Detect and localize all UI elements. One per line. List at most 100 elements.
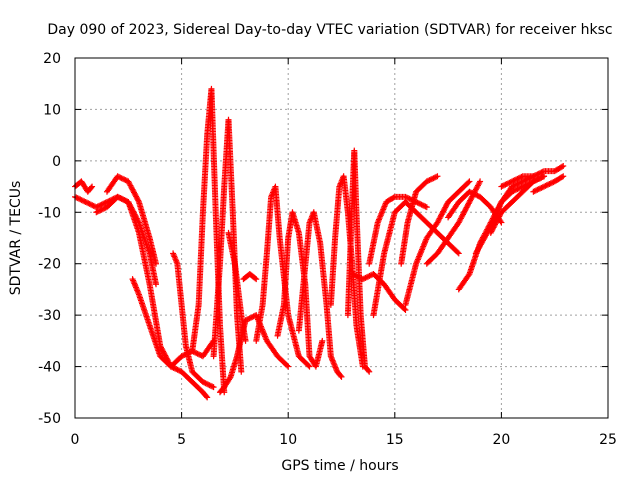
data-point [531,172,538,179]
data-point [99,206,106,213]
data-point [103,199,110,205]
data-point [206,382,213,389]
data-point [498,183,505,190]
data-point [466,188,473,195]
data-point [533,172,540,178]
data-point [433,173,440,180]
data-point [538,169,545,176]
data-point [513,181,520,188]
data-point [454,249,461,256]
data-point [118,195,125,202]
data-point [135,197,142,204]
data-point [89,202,96,209]
series-arc-21 [402,178,473,308]
data-point [94,203,101,210]
data-point [203,380,210,387]
series-arc-9 [216,312,292,396]
data-point [547,180,554,187]
data-point [455,250,462,257]
plot-frame [74,57,609,419]
data-point [366,368,373,375]
data-points [72,85,567,401]
x-tick-label: 20 [492,432,510,448]
data-point [319,337,326,344]
data-point [418,201,425,208]
data-point [78,197,85,204]
data-point [238,368,245,375]
data-point [517,179,524,186]
data-point [469,190,476,196]
data-point [153,260,160,267]
data-point [423,178,430,185]
data-point [560,173,567,180]
series-arc-10 [225,229,249,344]
data-point [390,194,397,201]
data-point [511,177,518,184]
data-point [560,163,567,169]
data-point [174,366,181,373]
data-point [539,168,546,175]
data-point [86,200,93,207]
data-point [421,202,428,209]
data-point [75,195,82,202]
series-arc-26 [487,173,548,236]
data-point [85,200,92,207]
series-arc-6 [170,250,217,391]
data-point [466,178,473,185]
data-point [423,204,430,211]
y-tick-label: 20 [43,51,61,67]
data-point [539,184,546,191]
data-point [204,394,211,401]
data-point [77,196,84,203]
data-point [465,272,472,279]
data-point [242,317,249,324]
data-point [511,182,518,189]
data-point [306,363,313,370]
data-point [195,351,202,358]
data-point [426,177,433,184]
data-point [366,272,373,279]
data-point [470,190,477,197]
data-point [199,379,206,385]
data-point [518,179,525,186]
data-point [97,202,104,209]
data-point [510,177,517,184]
data-point [559,174,566,181]
data-point [467,189,474,196]
data-point [87,201,94,208]
data-point [415,200,422,207]
data-point [351,272,358,279]
data-point [509,183,516,190]
data-point [115,194,122,201]
data-point [517,174,524,181]
data-point [178,353,185,360]
chart-title: Day 090 of 2023, Sidereal Day-to-day VTE… [47,22,612,38]
data-point [350,271,357,278]
series-arc-18 [366,193,430,267]
data-point [338,373,345,380]
data-point [514,186,521,193]
data-point [501,182,508,189]
data-point [541,173,548,180]
series-arc-27 [498,163,567,190]
data-point [519,178,526,185]
data-point [98,201,105,208]
data-point [242,337,249,344]
data-point [545,181,552,188]
data-point [175,367,182,374]
data-point [117,195,124,202]
data-point [209,383,216,390]
y-tick-label: 0 [52,154,61,170]
y-tick-label: -40 [38,360,61,376]
data-point [537,185,544,192]
data-point [121,176,128,183]
series-arc-1 [72,178,96,195]
data-point [74,195,81,202]
data-point [247,314,254,321]
data-point [355,274,362,281]
data-point [95,208,102,214]
data-point [349,271,356,277]
data-point [519,183,526,190]
data-point [207,382,214,389]
y-axis-label: SDTVAR / TECUs [8,181,24,296]
